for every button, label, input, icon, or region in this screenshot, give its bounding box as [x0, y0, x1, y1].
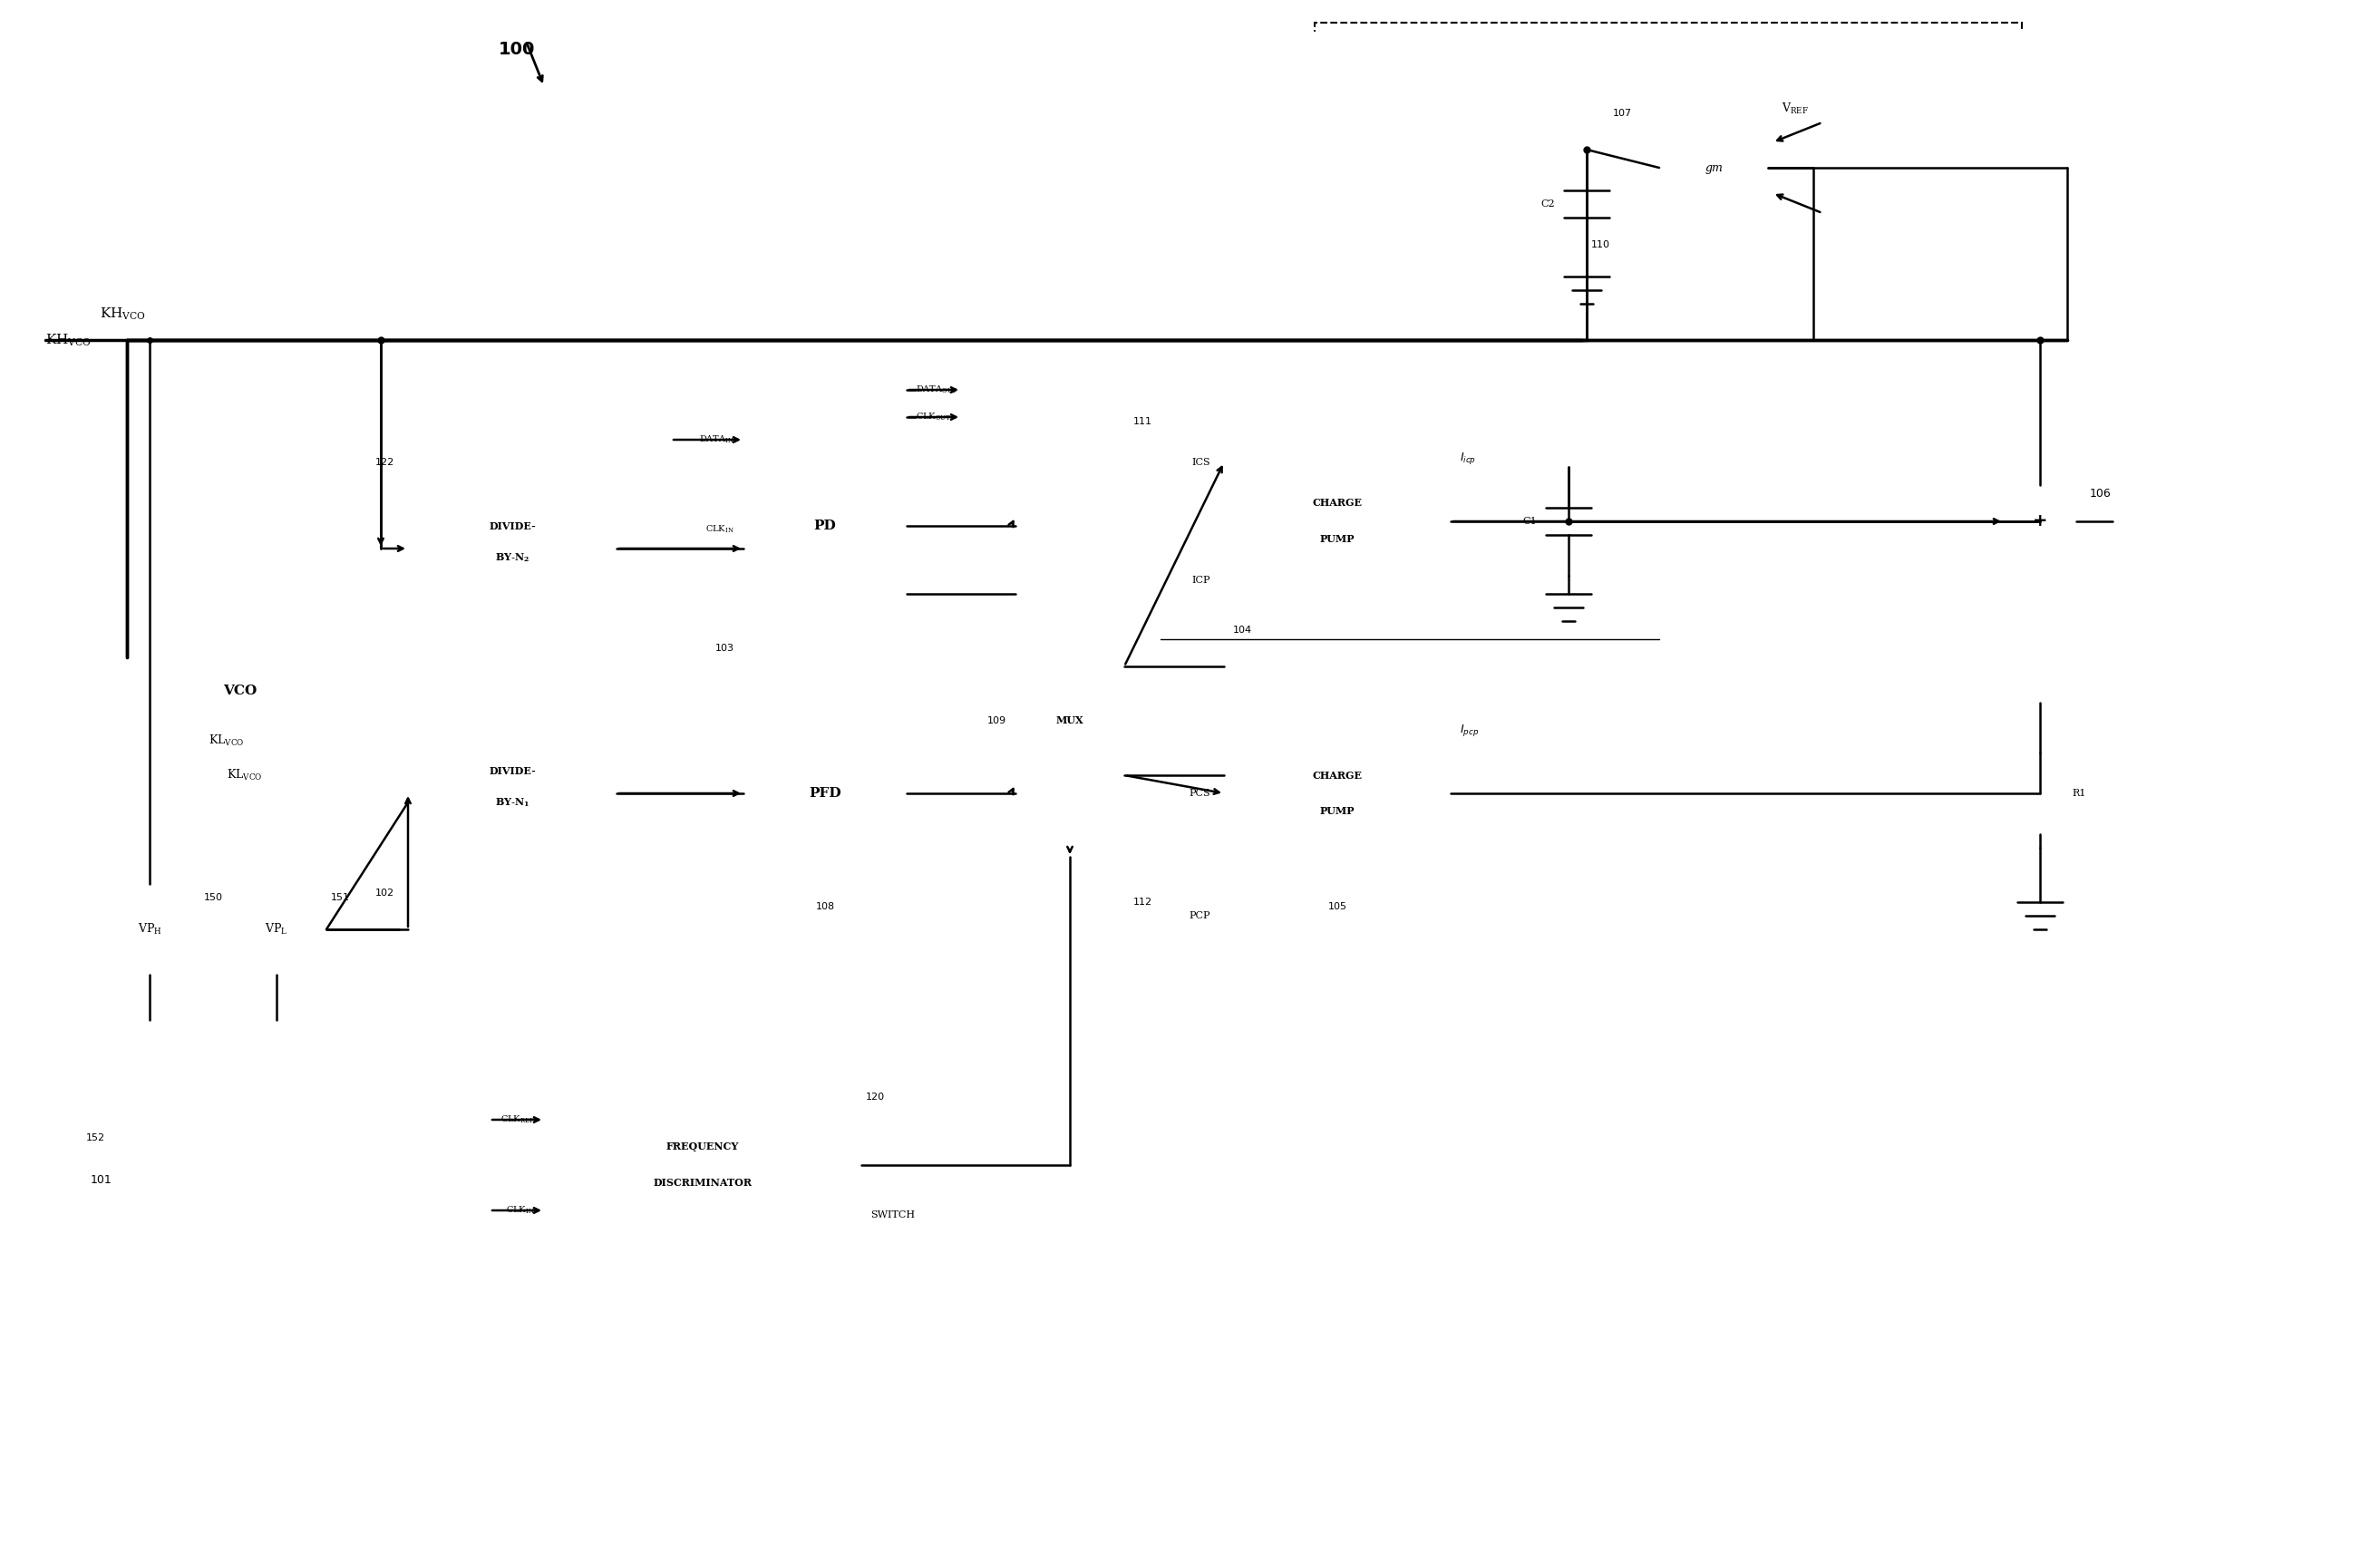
Text: 101: 101: [90, 1175, 112, 1186]
Bar: [1314, 22, 2023, 313]
Bar: [743, 702, 907, 884]
Text: CHARGE: CHARGE: [1311, 769, 1361, 780]
Text: $\mathregular{KH_{VCO}}$: $\mathregular{KH_{VCO}}$: [45, 332, 90, 347]
Text: $I_{pcp}$: $I_{pcp}$: [1459, 723, 1478, 738]
Text: CHARGE: CHARGE: [1311, 499, 1361, 508]
Text: PCS: PCS: [1190, 788, 1211, 798]
Bar: [407, 702, 616, 884]
Text: 100: 100: [500, 41, 536, 58]
Text: PUMP: PUMP: [1321, 807, 1354, 816]
Text: $\mathregular{CLK_{REF}}$: $\mathregular{CLK_{REF}}$: [500, 1114, 536, 1126]
Bar: [81, 657, 400, 1156]
Text: 108: 108: [816, 902, 835, 912]
Text: C2: C2: [1540, 200, 1554, 208]
Text: $\mathregular{KL_{VCO}}$: $\mathregular{KL_{VCO}}$: [226, 768, 262, 782]
Text: PD: PD: [814, 519, 835, 532]
Polygon shape: [1016, 585, 1123, 857]
Text: +: +: [2033, 513, 2047, 530]
Text: ICS: ICS: [1192, 458, 1211, 468]
Text: $I_{icp}$: $I_{icp}$: [1459, 450, 1476, 466]
Text: $\mathregular{VP_L}$: $\mathregular{VP_L}$: [264, 923, 288, 937]
Text: PFD: PFD: [809, 787, 840, 799]
Text: FREQUENCY: FREQUENCY: [666, 1142, 740, 1153]
Text: $\mathregular{CLK_{IN}}$: $\mathregular{CLK_{IN}}$: [507, 1204, 536, 1217]
Text: 103: 103: [716, 644, 735, 652]
Text: $\mathregular{BY\text{-}N_2}$: $\mathregular{BY\text{-}N_2}$: [495, 552, 531, 565]
Bar: [2023, 752, 2059, 834]
Text: 106: 106: [2090, 488, 2111, 500]
Text: $\mathregular{BY\text{-}N_1}$: $\mathregular{BY\text{-}N_1}$: [495, 796, 531, 809]
Text: 110: 110: [1592, 241, 1611, 249]
Text: C1: C1: [1523, 516, 1537, 526]
Text: 151: 151: [331, 893, 350, 902]
Text: $\mathregular{V_{REF}}$: $\mathregular{V_{REF}}$: [1783, 102, 1809, 116]
Text: $\mathregular{DATA_{IN}}$: $\mathregular{DATA_{IN}}$: [700, 435, 735, 446]
Text: 107: 107: [1614, 109, 1633, 117]
Bar: [743, 413, 907, 640]
Text: gm: gm: [1704, 161, 1723, 174]
Text: ICP: ICP: [1192, 576, 1211, 585]
Text: 111: 111: [1133, 418, 1152, 425]
Text: 104: 104: [1233, 626, 1252, 635]
Bar: [1161, 368, 1659, 912]
Text: $\mathregular{CLK_{OUT}}$: $\mathregular{CLK_{OUT}}$: [916, 411, 952, 422]
Text: PCP: PCP: [1190, 912, 1211, 920]
Text: $\mathregular{CLK_{IN}}$: $\mathregular{CLK_{IN}}$: [707, 524, 735, 535]
Text: 109: 109: [988, 716, 1007, 726]
Text: DIVIDE-: DIVIDE-: [488, 521, 536, 530]
Text: VCO: VCO: [224, 685, 257, 698]
Text: 102: 102: [376, 888, 395, 898]
Text: 150: 150: [205, 893, 224, 902]
Bar: [1223, 702, 1452, 884]
Text: 105: 105: [1328, 902, 1347, 912]
Text: $\mathregular{VP_H}$: $\mathregular{VP_H}$: [138, 923, 162, 937]
Bar: [407, 458, 616, 640]
Text: R1: R1: [2071, 788, 2085, 798]
Bar: [100, 884, 200, 974]
Text: $\mathregular{DATA_{OUT}}$: $\mathregular{DATA_{OUT}}$: [916, 385, 957, 396]
Text: 122: 122: [376, 458, 395, 468]
Text: $\mathregular{KH_{VCO}}$: $\mathregular{KH_{VCO}}$: [100, 307, 145, 322]
Text: 152: 152: [86, 1134, 105, 1142]
Text: 112: 112: [1133, 898, 1152, 907]
Text: $\mathregular{KL_{VCO}}$: $\mathregular{KL_{VCO}}$: [209, 734, 245, 748]
Text: DIVIDE-: DIVIDE-: [488, 766, 536, 776]
Text: 120: 120: [866, 1093, 885, 1101]
Bar: [1223, 430, 1452, 612]
Text: MUX: MUX: [1057, 716, 1083, 726]
Text: SWITCH: SWITCH: [871, 1211, 914, 1220]
Bar: [226, 884, 326, 974]
Text: PUMP: PUMP: [1321, 535, 1354, 544]
Bar: [545, 1084, 862, 1247]
Text: DISCRIMINATOR: DISCRIMINATOR: [652, 1178, 752, 1189]
